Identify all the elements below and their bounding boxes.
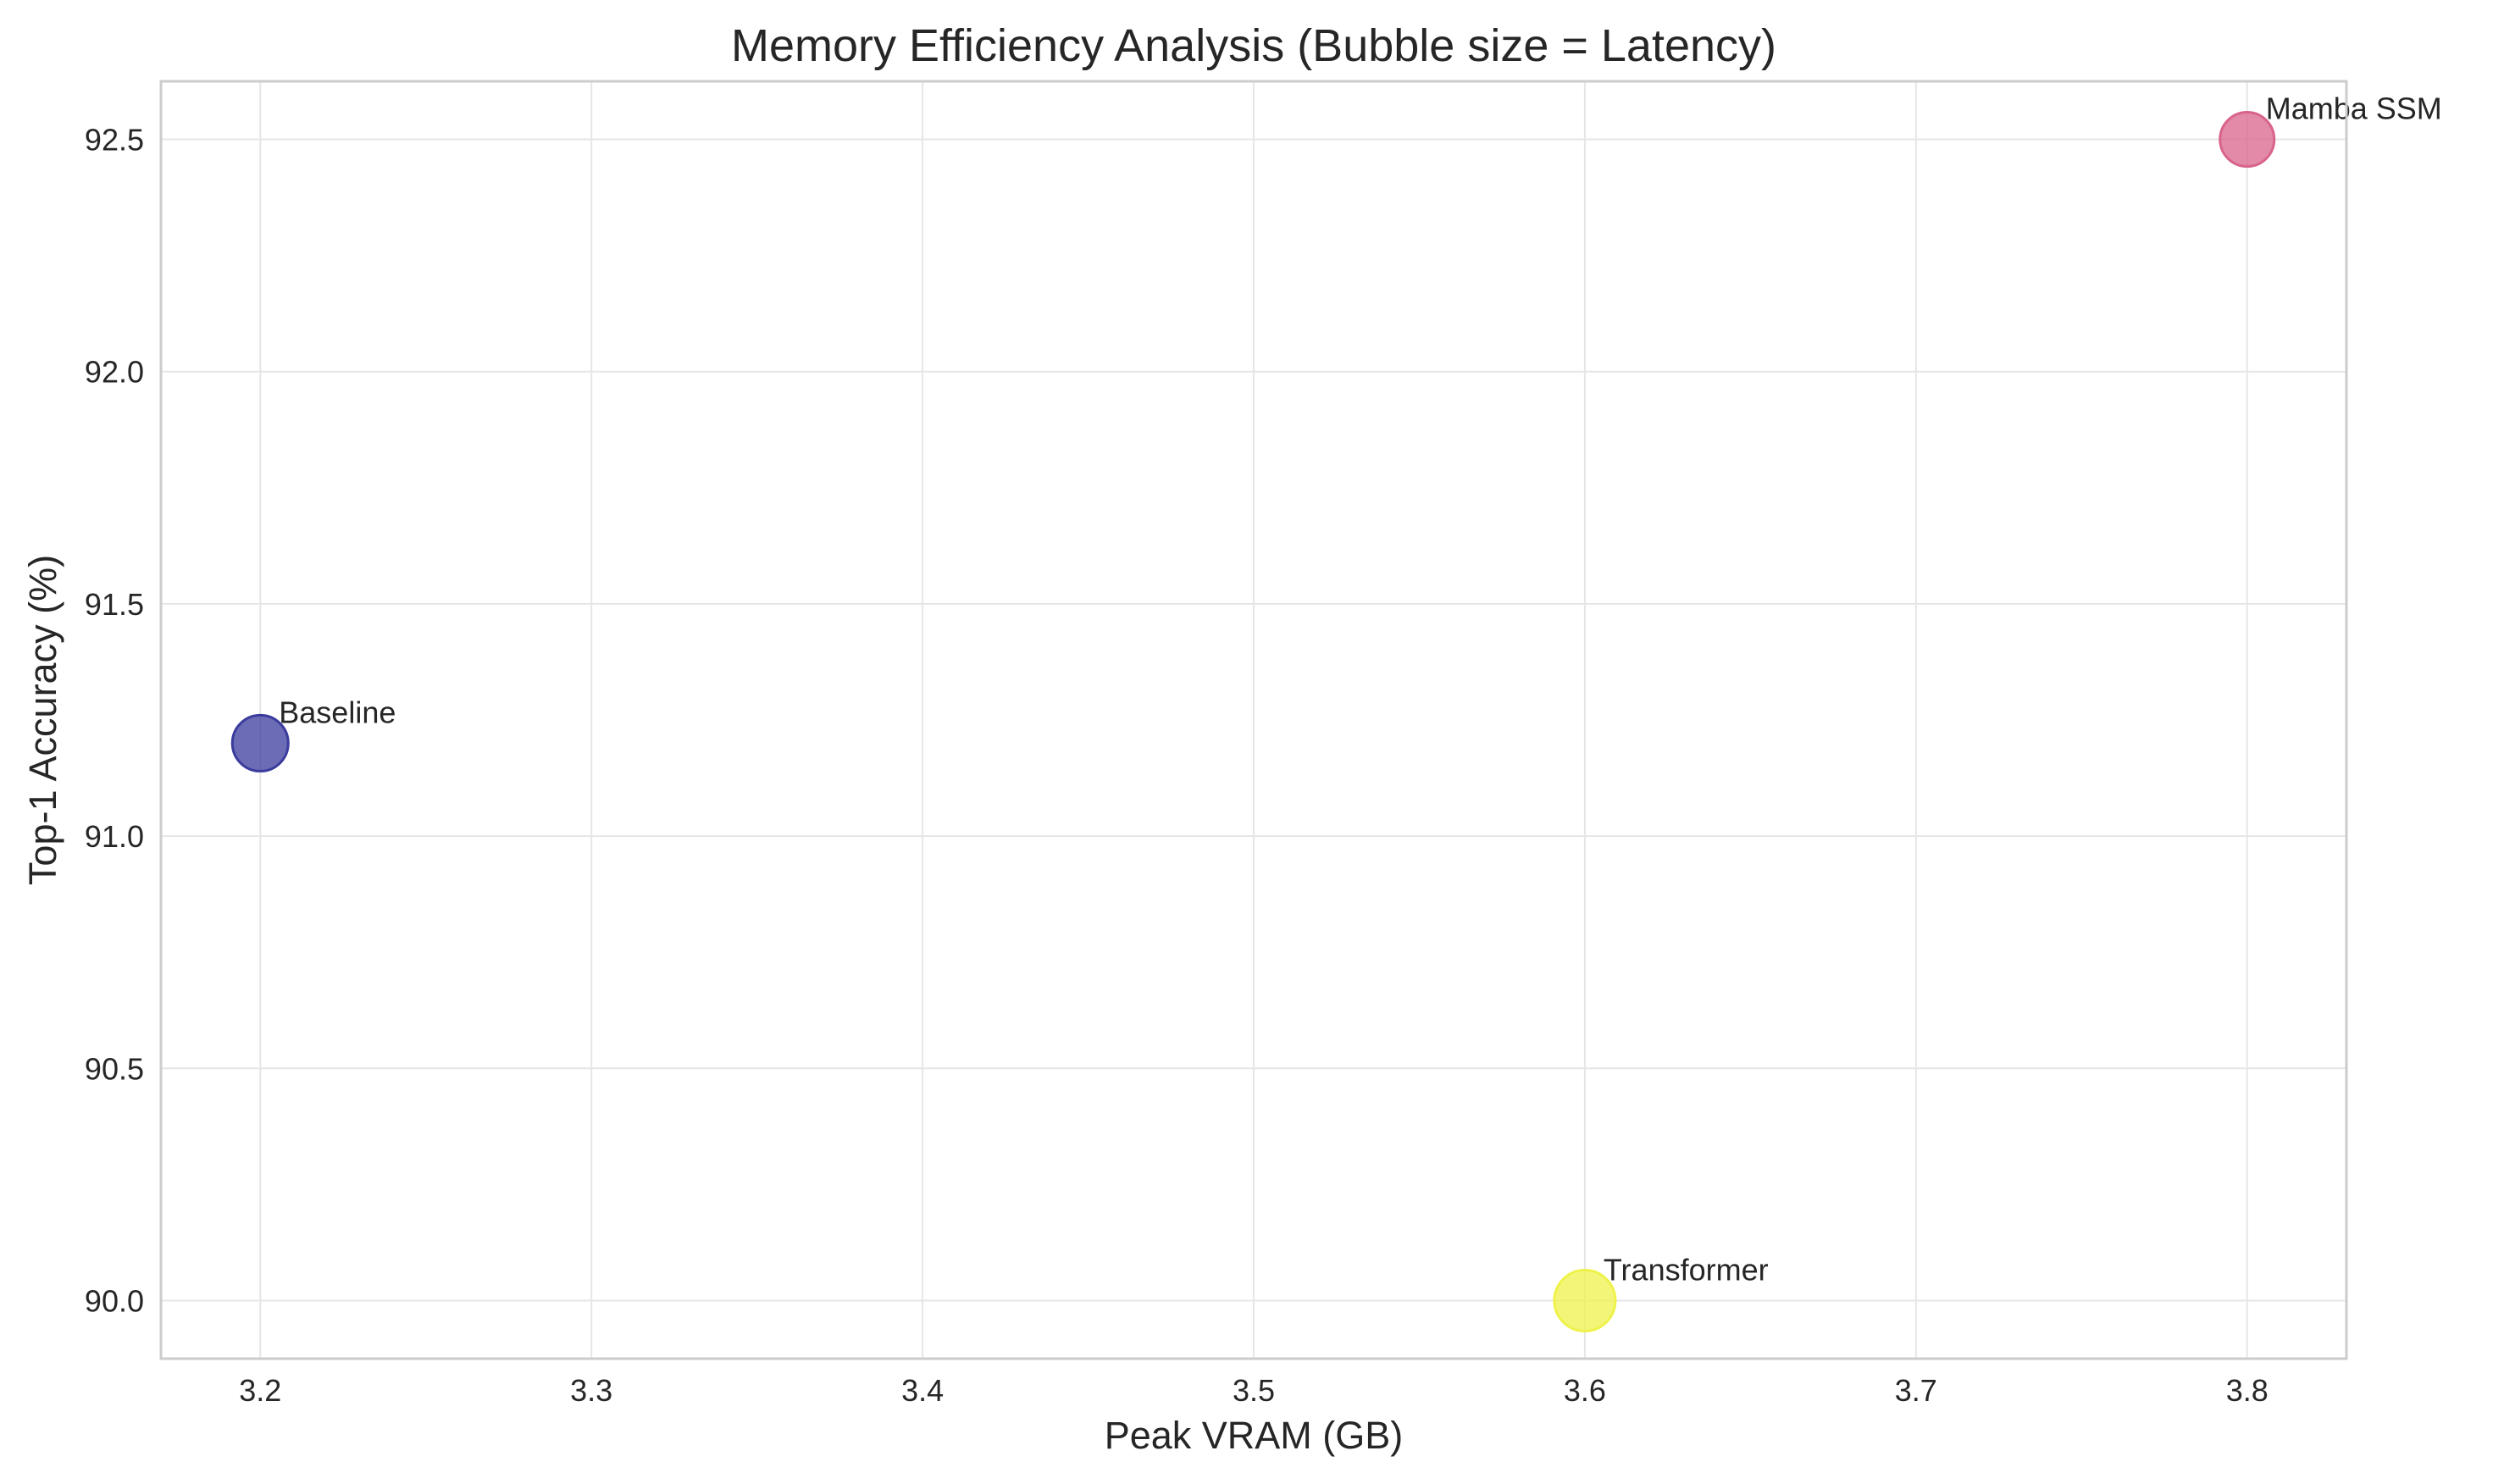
x-tick-label: 3.4	[901, 1373, 944, 1408]
x-tick-label: 3.3	[570, 1373, 612, 1408]
point-label: Mamba SSM	[2266, 91, 2442, 126]
x-axis-label: Peak VRAM (GB)	[1105, 1414, 1404, 1457]
y-axis-label: Top-1 Accuracy (%)	[21, 555, 64, 885]
y-tick-label: 92.5	[85, 123, 144, 158]
bubble-mamba-ssm	[2219, 111, 2276, 169]
x-tick-label: 3.8	[2226, 1373, 2269, 1408]
grid	[161, 81, 2346, 1359]
ticks: 3.2 3.3 3.4 3.5 3.6 3.7 3.8 90.0 90.5 91.0 91.5 92.…	[85, 123, 2269, 1408]
y-tick-label: 91.0	[85, 819, 144, 854]
x-tick-label: 3.6	[1564, 1373, 1606, 1408]
y-tick-label: 90.0	[85, 1283, 144, 1318]
y-tick-label: 90.5	[85, 1051, 144, 1086]
chart-title: Memory Efficiency Analysis (Bubble size …	[731, 20, 1776, 71]
points: Baseline Transformer Mamba SSM	[230, 91, 2442, 1332]
x-tick-label: 3.2	[239, 1373, 281, 1408]
x-tick-label: 3.5	[1233, 1373, 1275, 1408]
y-tick-label: 92.0	[85, 355, 144, 390]
bubble-baseline	[230, 713, 290, 772]
y-tick-label: 91.5	[85, 587, 144, 622]
plot-frame	[159, 80, 2348, 1360]
x-tick-label: 3.7	[1895, 1373, 1937, 1408]
point-label: Baseline	[279, 695, 396, 729]
point-label: Transformer	[1604, 1252, 1769, 1287]
bubble-transformer	[1553, 1268, 1617, 1332]
